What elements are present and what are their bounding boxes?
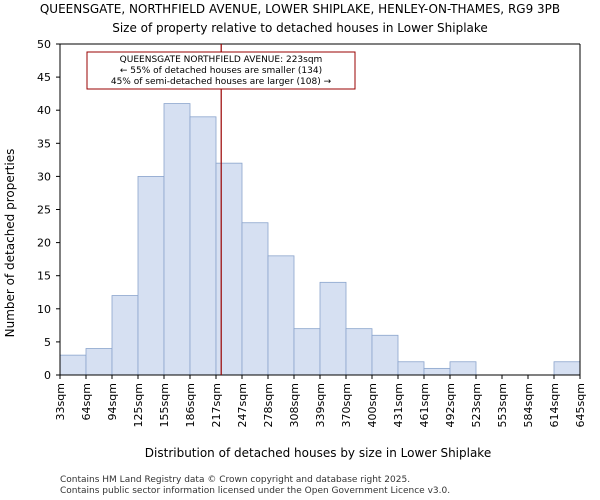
y-tick-label-0: 0 <box>44 369 51 382</box>
bar-278sqm <box>267 255 295 376</box>
footer-line-1: Contains HM Land Registry data © Crown c… <box>60 475 410 485</box>
y-tick-label-40: 40 <box>37 104 51 117</box>
bar-33sqm <box>59 354 87 376</box>
x-tick-label-308sqm: 308sqm <box>288 383 301 427</box>
x-tick-label-645sqm: 645sqm <box>574 383 587 427</box>
x-tick-label-614sqm: 614sqm <box>548 383 561 427</box>
x-tick-label-523sqm: 523sqm <box>470 383 483 427</box>
x-tick-label-553sqm: 553sqm <box>496 383 509 427</box>
bar-64sqm <box>85 348 113 376</box>
bar-308sqm <box>293 328 321 376</box>
y-tick-label-35: 35 <box>37 137 51 150</box>
x-tick-label-247sqm: 247sqm <box>236 383 249 427</box>
bar-614sqm <box>553 361 581 376</box>
annotation-box: QUEENSGATE NORTHFIELD AVENUE: 223sqm ← 5… <box>86 51 356 90</box>
y-tick-label-50: 50 <box>37 38 51 51</box>
x-tick-label-492sqm: 492sqm <box>444 383 457 427</box>
x-tick-label-155sqm: 155sqm <box>158 383 171 427</box>
y-tick-label-30: 30 <box>37 170 51 183</box>
annotation-line-1: QUEENSGATE NORTHFIELD AVENUE: 223sqm <box>120 55 323 65</box>
y-ticks-group: 0 5 10 15 20 25 30 35 40 45 50 <box>37 38 60 382</box>
x-tick-label-339sqm: 339sqm <box>314 383 327 427</box>
chart-subtitle: Size of property relative to detached ho… <box>112 21 488 35</box>
x-tick-label-370sqm: 370sqm <box>340 383 353 427</box>
x-tick-label-278sqm: 278sqm <box>262 383 275 427</box>
x-ticks-group: 33sqm 64sqm 94sqm 125sqm 155sqm 186sqm 217sqm 2… <box>54 375 587 427</box>
annotation-line-2: ← 55% of detached houses are smaller (13… <box>120 66 322 76</box>
x-tick-label-461sqm: 461sqm <box>418 383 431 427</box>
y-tick-label-15: 15 <box>37 270 51 283</box>
bars-group <box>59 103 581 376</box>
annotation-line-3: 45% of semi-detached houses are larger (… <box>111 77 332 87</box>
y-tick-label-20: 20 <box>37 237 51 250</box>
x-tick-label-33sqm: 33sqm <box>54 383 67 420</box>
bar-94sqm <box>111 295 139 376</box>
annotation-frame <box>86 51 356 90</box>
x-tick-label-94sqm: 94sqm <box>106 383 119 420</box>
x-tick-label-186sqm: 186sqm <box>184 383 197 427</box>
x-tick-label-64sqm: 64sqm <box>80 383 93 420</box>
x-tick-label-431sqm: 431sqm <box>392 383 405 427</box>
bar-155sqm <box>163 103 191 376</box>
chart-title: QUEENSGATE, NORTHFIELD AVENUE, LOWER SHI… <box>40 2 560 16</box>
x-tick-label-217sqm: 217sqm <box>210 383 223 427</box>
x-axis-label: Distribution of detached houses by size … <box>145 446 491 460</box>
footer-line-2: Contains public sector information licen… <box>60 486 450 496</box>
bar-431sqm <box>397 361 425 376</box>
y-tick-label-45: 45 <box>37 71 51 84</box>
bar-400sqm <box>371 334 399 376</box>
bar-339sqm <box>319 281 347 376</box>
x-tick-label-584sqm: 584sqm <box>522 383 535 427</box>
bar-125sqm <box>137 175 165 376</box>
x-tick-label-400sqm: 400sqm <box>366 383 379 427</box>
bar-492sqm <box>449 361 477 376</box>
bar-217sqm <box>215 162 243 376</box>
bar-461sqm <box>423 367 451 376</box>
x-tick-label-125sqm: 125sqm <box>132 383 145 427</box>
y-axis-label: Number of detached properties <box>3 149 17 338</box>
y-tick-label-5: 5 <box>44 336 51 349</box>
bar-247sqm <box>241 222 269 376</box>
bar-370sqm <box>345 328 373 376</box>
y-tick-label-25: 25 <box>37 204 51 217</box>
bar-186sqm <box>189 116 217 376</box>
y-tick-label-10: 10 <box>37 303 51 316</box>
